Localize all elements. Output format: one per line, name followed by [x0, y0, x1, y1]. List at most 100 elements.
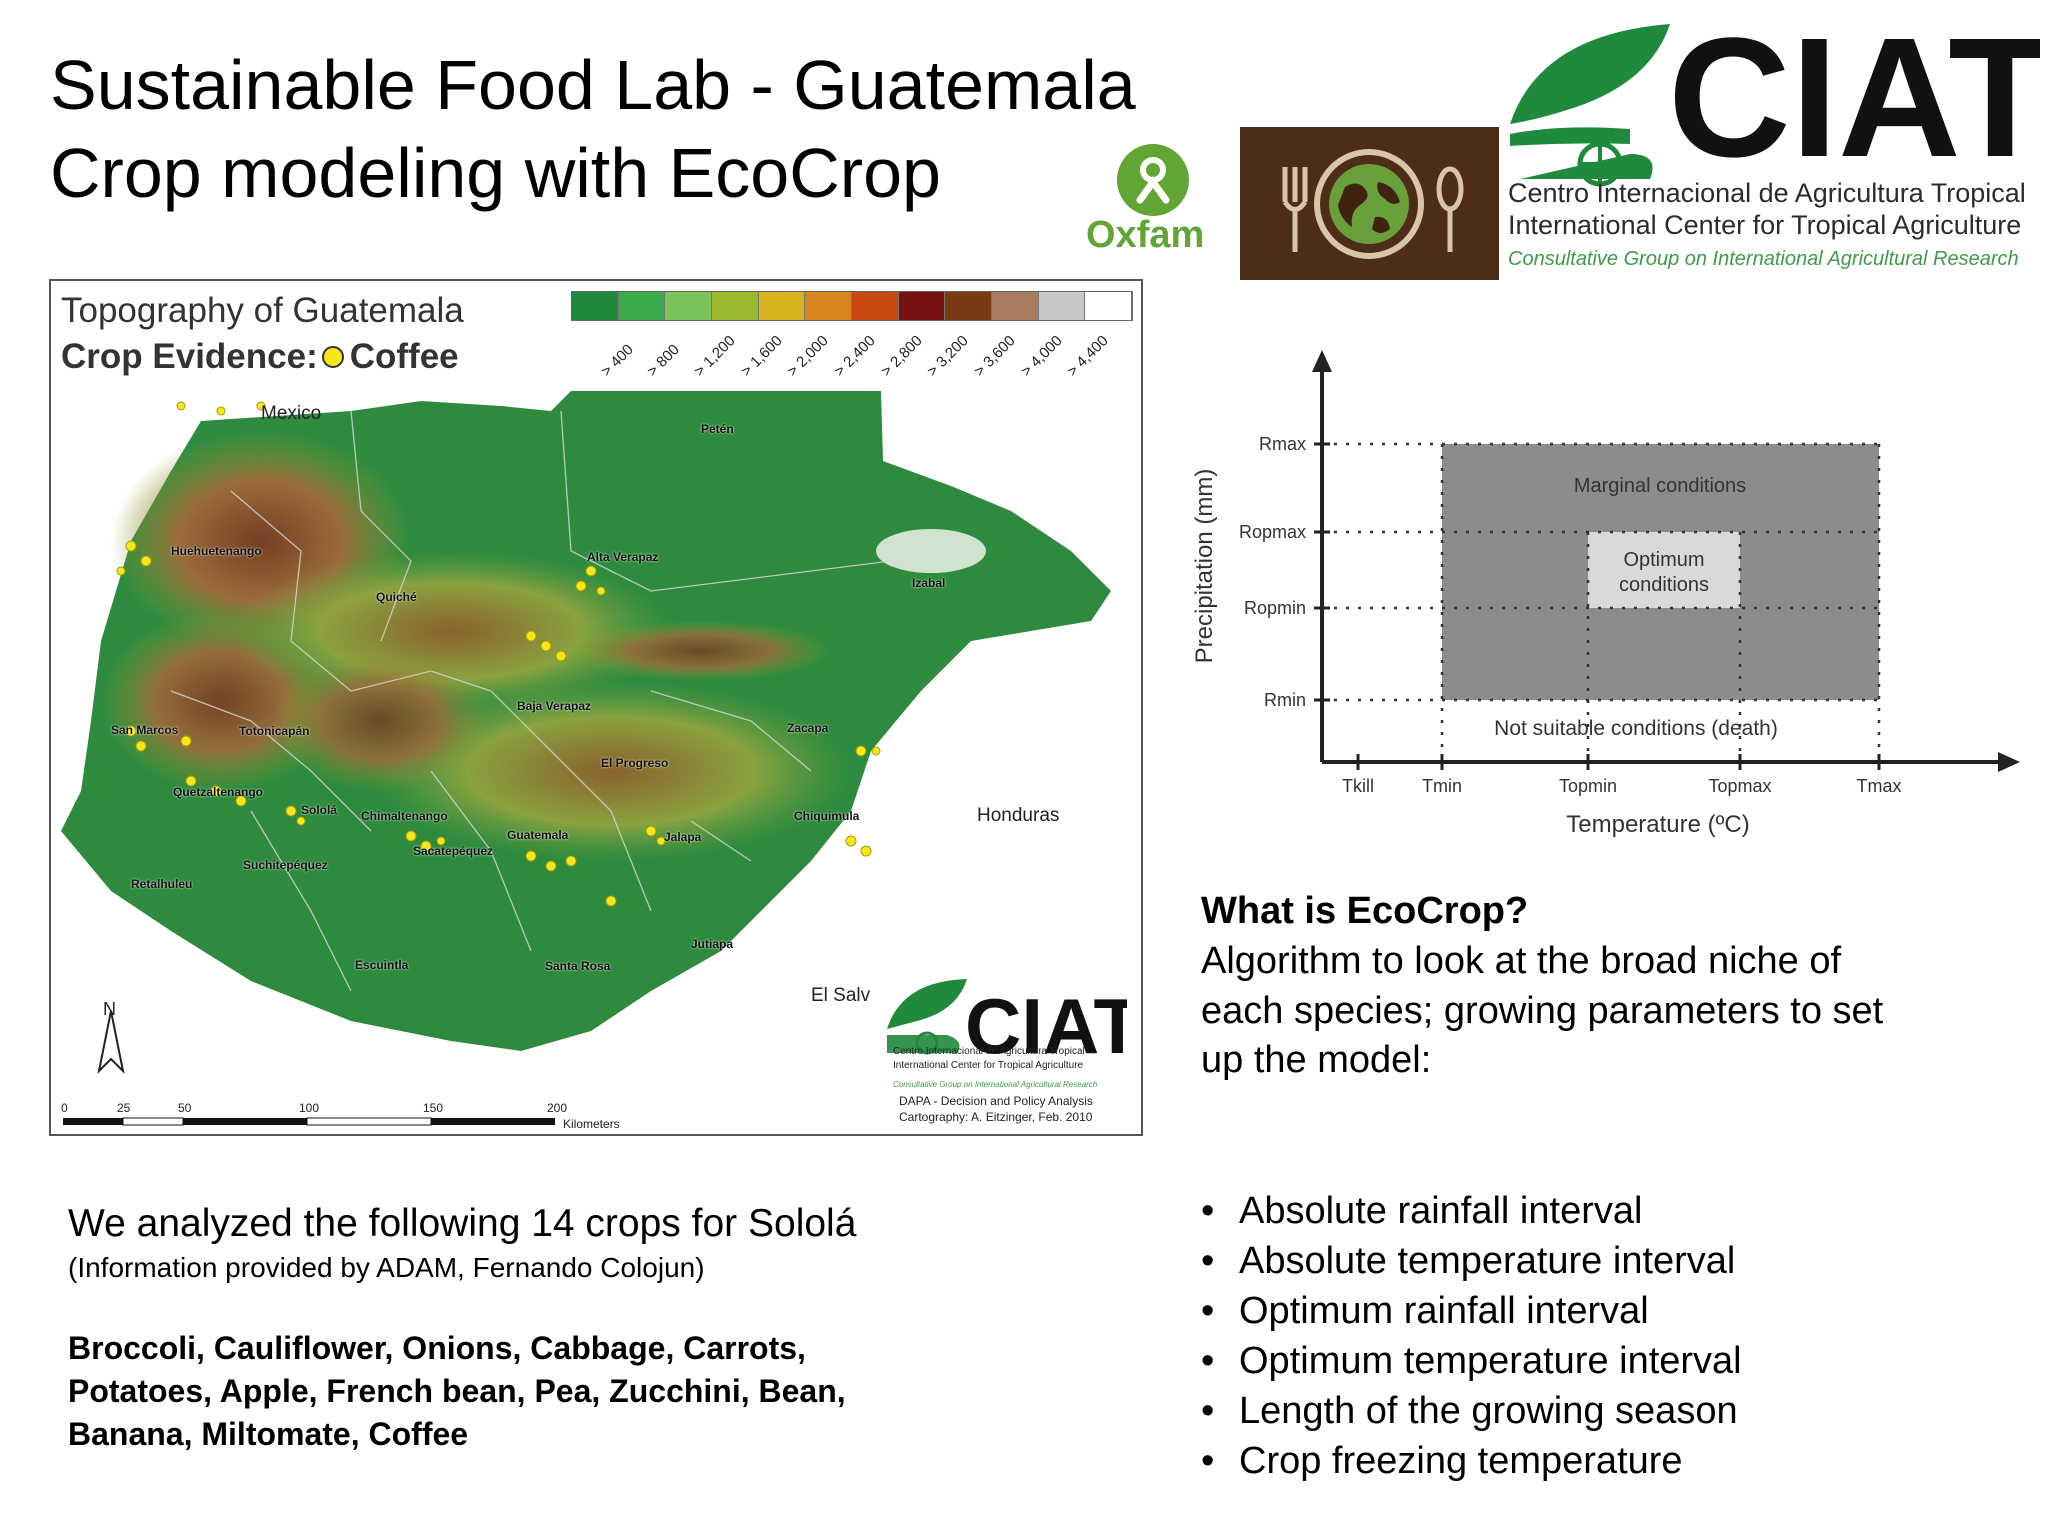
label-quetzaltenango: Quetzaltenango	[173, 785, 264, 799]
bullet-dot-icon: •	[1201, 1390, 1215, 1432]
north-label: N	[103, 999, 116, 1019]
legend-swatch	[805, 292, 853, 320]
optimum-zone	[1588, 532, 1740, 608]
scale-label-150: 150	[423, 1101, 444, 1115]
legend-swatch	[992, 292, 1039, 320]
label-suchitepequez: Suchitepéquez	[243, 858, 328, 872]
bullet-text: Optimum rainfall interval	[1239, 1290, 1649, 1332]
label-chimaltenango: Chimaltenango	[361, 809, 448, 823]
bullet-text: Length of the growing season	[1239, 1390, 1738, 1432]
legend-swatch	[758, 292, 806, 320]
legend-swatch	[852, 292, 899, 320]
label-jutiapa: Jutiapa	[691, 937, 734, 951]
map-credit-line1: DAPA - Decision and Policy Analysis	[899, 1094, 1093, 1108]
label-guatemala: Guatemala	[507, 828, 569, 842]
food-globe-logo	[1240, 127, 1499, 280]
bullet-item: • Absolute rainfall interval	[1201, 1190, 1642, 1233]
map-subtitle-crop: Coffee	[349, 337, 459, 376]
not-suitable-label: Not suitable conditions (death)	[1494, 717, 1778, 740]
legend-label: > 3,600	[970, 332, 1019, 380]
bullet-dot-icon: •	[1201, 1190, 1215, 1232]
y-axis-arrow-icon	[1312, 350, 1332, 372]
ecocrop-text-line2: each species; growing parameters to set	[1201, 990, 1884, 1032]
bullet-dot-icon: •	[1201, 1340, 1215, 1382]
label-el-salvador: El Salv	[811, 985, 871, 1006]
food-globe-icon	[1282, 149, 1464, 259]
label-chiquimula: Chiquimula	[794, 809, 860, 823]
y-tick-ropmin: Ropmin	[1244, 598, 1306, 618]
label-peten: Petén	[701, 422, 734, 436]
label-escuintla: Escuintla	[355, 958, 409, 972]
legend-label: > 1,600	[737, 332, 786, 380]
label-el-progreso: El Progreso	[601, 756, 669, 770]
legend-swatch	[572, 292, 619, 320]
legend-label: > 800	[644, 341, 684, 380]
map-ciat-cg: Consultative Group on International Agri…	[893, 1080, 1098, 1089]
oxfam-logo-icon	[1117, 144, 1189, 216]
map-ciat-name-en: International Center for Tropical Agricu…	[893, 1060, 1084, 1071]
y-tick-rmin: Rmin	[1264, 690, 1306, 710]
slide-title-line1: Sustainable Food Lab - Guatemala	[50, 46, 1136, 124]
optimum-label-line1: Optimum	[1623, 549, 1704, 571]
scale-label-50: 50	[178, 1101, 192, 1115]
label-santa-rosa: Santa Rosa	[545, 959, 611, 973]
label-solola: Sololá	[301, 803, 338, 817]
crops-list-line1: Broccoli, Cauliflower, Onions, Cabbage, …	[68, 1330, 806, 1366]
legend-label: > 2,800	[877, 332, 926, 380]
bullet-text: Crop freezing temperature	[1239, 1440, 1683, 1482]
ecocrop-heading: What is EcoCrop?	[1201, 890, 1529, 932]
bullet-dot-icon: •	[1201, 1440, 1215, 1482]
north-arrow-icon	[97, 1010, 125, 1075]
y-tick-ropmax: Ropmax	[1239, 522, 1306, 542]
label-alta-verapaz: Alta Verapaz	[587, 550, 659, 564]
bullet-item: • Length of the growing season	[1201, 1390, 1738, 1433]
scale-label-0: 0	[61, 1101, 68, 1115]
ciat-logo-icon: CIAT	[1510, 14, 2040, 193]
label-honduras: Honduras	[977, 805, 1060, 826]
map-credit-line2: Cartography: A. Eitzinger, Feb. 2010	[899, 1110, 1093, 1124]
crops-heading: We analyzed the following 14 crops for S…	[68, 1202, 857, 1245]
ecocrop-text-line3: up the model:	[1201, 1039, 1432, 1081]
map-subtitle: Crop Evidence: Coffee	[61, 337, 459, 377]
bullet-dot-icon: •	[1201, 1290, 1215, 1332]
ciat-name-en: International Center for Tropical Agricu…	[1508, 210, 2022, 240]
legend-label: > 3,200	[924, 332, 973, 380]
map-ciat-wordmark: CIAT	[965, 982, 1127, 1070]
ecocrop-text-line1: Algorithm to look at the broad niche of	[1201, 940, 1842, 982]
legend-swatch	[898, 292, 946, 320]
scale-label-25: 25	[117, 1101, 131, 1115]
bullet-item: • Optimum rainfall interval	[1201, 1290, 1649, 1333]
legend-swatch	[945, 292, 993, 320]
x-tick-tkill: Tkill	[1342, 776, 1374, 796]
coffee-points	[116, 401, 881, 907]
scale-label-100: 100	[299, 1101, 320, 1115]
legend-label: > 2,400	[830, 332, 879, 380]
ciat-name-es: Centro Internacional de Agricultura Trop…	[1508, 178, 2026, 208]
label-totonicapan: Totonicapán	[239, 724, 310, 738]
x-tick-tmin: Tmin	[1422, 776, 1462, 796]
label-izabal: Izabal	[912, 576, 946, 590]
label-san-marcos: San Marcos	[111, 723, 179, 737]
scale-label-200: 200	[547, 1101, 568, 1115]
legend-swatch	[712, 292, 759, 320]
legend-swatch	[1085, 292, 1133, 320]
y-axis-label: Precipitation (mm)	[1191, 469, 1218, 664]
map-ciat-logo-icon: CIAT	[887, 979, 1127, 1070]
map-ciat-name-es: Centro Internacional de Agricultura Trop…	[893, 1046, 1085, 1057]
guide-lines	[1322, 442, 1881, 762]
ciat-wordmark: CIAT	[1668, 14, 2040, 193]
topography-map: Topography of Guatemala Crop Evidence: Co…	[49, 279, 1143, 1136]
label-mexico: Mexico	[261, 403, 322, 424]
map-terrain	[51, 391, 1141, 1134]
crops-list-line2: Potatoes, Apple, French bean, Pea, Zucch…	[68, 1373, 846, 1409]
oxfam-wordmark: Oxfam	[1086, 214, 1205, 256]
legend-swatch	[1038, 292, 1086, 320]
ecocrop-diagram: Rmax Ropmax Ropmin Rmin Tkill Tmin Topmi…	[1191, 350, 2020, 838]
label-retalhuleu: Retalhuleu	[131, 877, 193, 891]
bullet-dot-icon: •	[1201, 1240, 1215, 1282]
bullet-item: • Absolute temperature interval	[1201, 1240, 1735, 1283]
coffee-dot-icon	[321, 345, 344, 368]
legend-label: > 4,400	[1064, 332, 1113, 380]
label-sacatepequez: Sacatepéquez	[413, 844, 494, 858]
x-axis-arrow-icon	[1998, 752, 2020, 772]
